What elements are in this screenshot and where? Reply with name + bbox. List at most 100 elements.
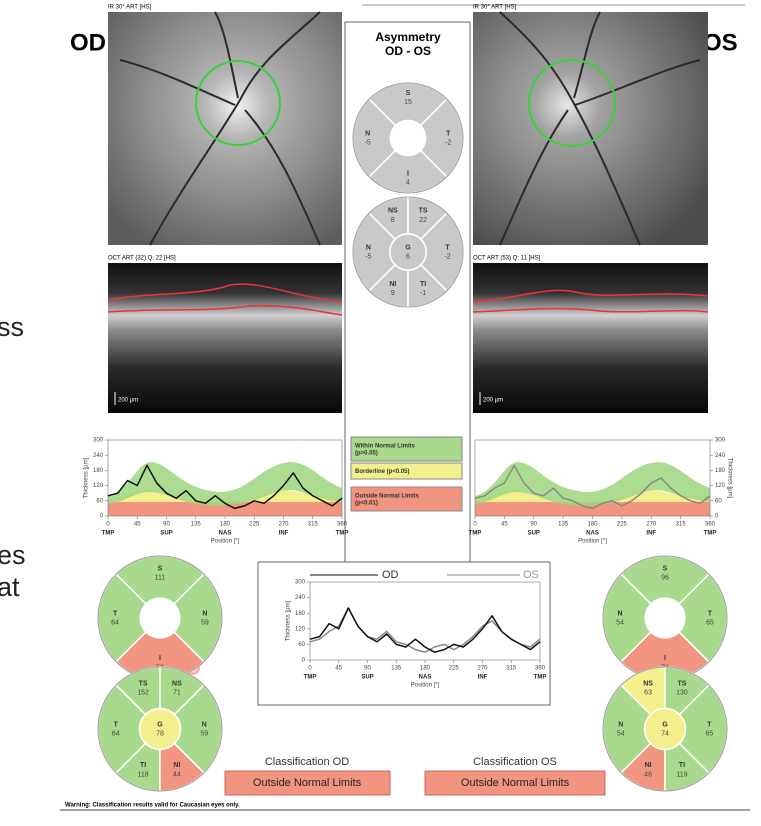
y-tick-label: 0 [715, 514, 719, 520]
asymmetry-subtitle: OD - OS [385, 44, 431, 58]
sector-value: 15 [404, 99, 412, 106]
x-tick-label: 45 [134, 522, 141, 528]
region-label: INF [478, 675, 488, 681]
sector-value: 22 [419, 217, 427, 224]
sector-name: N [366, 244, 371, 251]
sector-name: TI [679, 762, 685, 769]
image-label: IR 30° ART [HS] [108, 5, 152, 11]
asymmetry-title: Asymmetry [375, 30, 441, 44]
legend-label: OS [523, 569, 539, 581]
y-tick-label: 120 [93, 483, 104, 489]
x-tick-label: 360 [705, 522, 716, 528]
sector-name: S [406, 90, 411, 97]
x-tick-label: 180 [587, 522, 598, 528]
sector-value: 6 [406, 253, 410, 260]
sector-name: TS [677, 680, 686, 687]
sector-value: 59 [200, 730, 208, 737]
region-label: TMP [336, 531, 349, 537]
x-tick-label: 0 [106, 522, 110, 528]
region-label: SUP [528, 531, 540, 537]
scan-circle [528, 59, 616, 147]
x-tick-label: 135 [558, 522, 569, 528]
x-tick-label: 135 [191, 522, 202, 528]
sector-value: 44 [173, 771, 181, 778]
sector-name: NS [172, 680, 182, 687]
sector-name: G [405, 244, 411, 251]
sector-value: 111 [155, 574, 166, 581]
band-yellow [108, 490, 342, 502]
plot-frame [309, 581, 541, 661]
sector-name: NS [388, 208, 398, 215]
scan-circle [195, 60, 281, 146]
y-tick-label: 0 [302, 658, 306, 664]
x-tick-label: 180 [420, 666, 431, 672]
region-label: TMP [304, 675, 317, 681]
y-tick-label: 180 [295, 611, 306, 617]
oct-boundary [107, 304, 343, 316]
oct-image [108, 263, 342, 413]
y-tick-label: 120 [715, 483, 726, 489]
oct-boundary [107, 283, 343, 303]
legend-label: Outside Normal Limits (p<0.01) [355, 493, 420, 506]
thickness-curve [309, 607, 541, 653]
y-tick-label: 180 [715, 468, 726, 474]
y-tick-label: 180 [93, 468, 104, 474]
sector-name: I [159, 655, 161, 662]
scale-label: 200 µm [118, 398, 138, 404]
oct-image [473, 263, 708, 413]
x-tick-label: 45 [501, 522, 508, 528]
y-axis-label: Thickness [µm] [286, 600, 292, 641]
circle-outline [352, 82, 464, 194]
classification-result: Outside Normal Limits [253, 777, 362, 789]
x-tick-label: 0 [308, 666, 312, 672]
legend-swatch [350, 462, 463, 480]
sector-value: 74 [661, 730, 669, 737]
sector-name: T [446, 130, 451, 137]
x-tick-label: 360 [535, 666, 546, 672]
sector-name: T [114, 721, 119, 728]
region-label: TMP [704, 531, 717, 537]
sector-name: T [707, 721, 712, 728]
sector-name: G [157, 721, 163, 728]
oct-boundary [472, 307, 709, 313]
slide-text: at [0, 572, 20, 602]
image-label: OCT ART (32) Q: 22 [HS] [108, 256, 176, 262]
sector-name: T [113, 610, 118, 617]
sector-value: 46 [644, 771, 652, 778]
sector-name: G [662, 721, 668, 728]
center-sector [643, 707, 687, 751]
sector-value: 9 [391, 290, 395, 297]
sector-value: 71 [173, 690, 181, 697]
y-tick-label: 60 [298, 642, 305, 648]
image-label: OCT ART (53) Q: 11 [HS] [473, 256, 541, 262]
y-tick-label: 0 [100, 514, 104, 520]
sector-name: NI [389, 281, 396, 288]
x-tick-label: 90 [163, 522, 170, 528]
sector-name: NS [643, 680, 653, 687]
sector-value: 54 [616, 619, 624, 626]
sector-value: -2 [444, 253, 450, 260]
y-tick-label: 60 [715, 498, 722, 504]
x-tick-label: 225 [249, 522, 260, 528]
y-tick-label: 240 [93, 453, 104, 459]
sector-name: TI [420, 281, 426, 288]
y-axis-label: Thickness [µm] [726, 458, 732, 499]
region-label: INF [279, 531, 289, 537]
sector-value: 65 [706, 619, 714, 626]
x-axis-label: Position [°] [211, 539, 240, 545]
sector-name: S [663, 565, 668, 572]
eye-label: OS [703, 29, 738, 56]
x-tick-label: 315 [506, 666, 517, 672]
y-tick-label: 300 [295, 580, 306, 586]
image-label: IR 30° ART [HS] [473, 5, 517, 11]
sector-value: 64 [112, 730, 120, 737]
x-tick-label: 315 [676, 522, 687, 528]
x-tick-label: 90 [530, 522, 537, 528]
sector-name: N [618, 721, 623, 728]
classification-box [224, 770, 391, 796]
region-label: TMP [469, 531, 482, 537]
sector-value: -5 [365, 253, 371, 260]
x-tick-label: 45 [335, 666, 342, 672]
legend-label: OD [382, 569, 399, 581]
